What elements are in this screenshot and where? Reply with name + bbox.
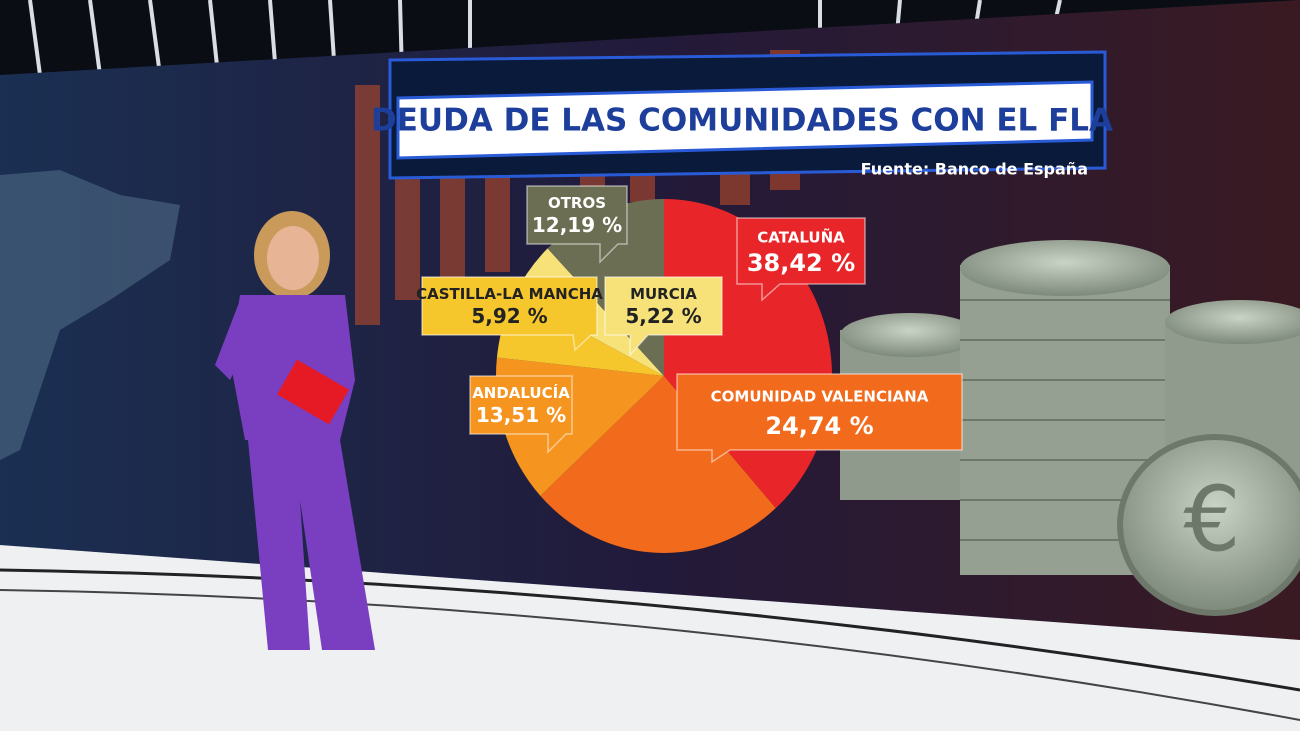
label-callout xyxy=(604,276,723,357)
floor-line xyxy=(0,589,1300,721)
slice-labels: CATALUÑA 38,42 % COMUNIDAD VALENCIANA 24,74… xyxy=(416,185,963,464)
pie-slice xyxy=(540,376,776,553)
label-value: 5,92 % xyxy=(471,304,547,328)
label-callout xyxy=(526,185,628,264)
chart-source: Fuente: Banco de España xyxy=(861,160,1088,179)
label-value: 13,51 % xyxy=(476,403,566,427)
map-shape xyxy=(0,170,180,460)
label-category: CATALUÑA xyxy=(757,227,845,246)
label-callout xyxy=(676,373,963,464)
title-box xyxy=(396,80,1094,160)
coins: € xyxy=(840,240,1300,616)
label-callout xyxy=(469,375,573,454)
label-value: 38,42 % xyxy=(747,249,855,277)
label-category: CASTILLA-LA MANCHA xyxy=(416,285,603,303)
label-category: ANDALUCÍA xyxy=(472,383,570,402)
label-category: COMUNIDAD VALENCIANA xyxy=(711,387,929,405)
chart-title: DEUDA DE LAS COMUNIDADES CON EL FLA xyxy=(371,103,1113,139)
presenter xyxy=(215,211,375,650)
floor-line xyxy=(0,568,1300,692)
label-value: 24,74 % xyxy=(765,412,873,440)
label-category: MURCIA xyxy=(630,285,697,303)
label-category: OTROS xyxy=(548,194,606,212)
svg-text:€: € xyxy=(1183,467,1240,572)
label-callout xyxy=(736,217,866,302)
label-value: 5,22 % xyxy=(625,304,701,328)
label-value: 12,19 % xyxy=(532,213,622,237)
label-callout xyxy=(421,276,598,352)
